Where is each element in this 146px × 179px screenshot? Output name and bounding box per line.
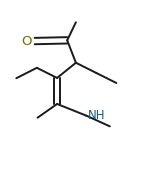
Text: O: O [21,35,32,48]
Text: NH: NH [88,109,106,122]
